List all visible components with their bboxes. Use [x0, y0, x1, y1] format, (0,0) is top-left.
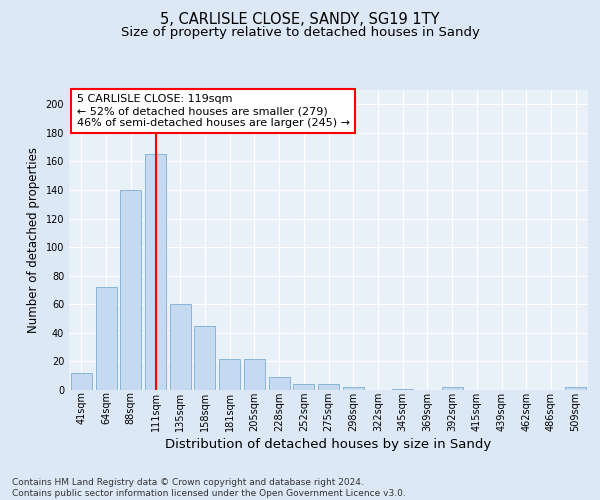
Text: Size of property relative to detached houses in Sandy: Size of property relative to detached ho… [121, 26, 479, 39]
Bar [269, 377, 290, 390]
Text: 5 CARLISLE CLOSE: 119sqm
← 52% of detached houses are smaller (279)
46% of semi-: 5 CARLISLE CLOSE: 119sqm ← 52% of detach… [77, 94, 350, 128]
Bar [194, 326, 215, 390]
Bar [343, 387, 364, 390]
Bar [442, 387, 463, 390]
X-axis label: Distribution of detached houses by size in Sandy: Distribution of detached houses by size … [166, 438, 491, 451]
Bar [318, 384, 339, 390]
Bar [145, 154, 166, 390]
Bar [95, 287, 116, 390]
Bar [244, 358, 265, 390]
Bar [293, 384, 314, 390]
Bar [565, 387, 586, 390]
Text: 5, CARLISLE CLOSE, SANDY, SG19 1TY: 5, CARLISLE CLOSE, SANDY, SG19 1TY [160, 12, 440, 28]
Bar [120, 190, 141, 390]
Bar [71, 373, 92, 390]
Bar [219, 358, 240, 390]
Text: Contains HM Land Registry data © Crown copyright and database right 2024.
Contai: Contains HM Land Registry data © Crown c… [12, 478, 406, 498]
Y-axis label: Number of detached properties: Number of detached properties [27, 147, 40, 333]
Bar [170, 304, 191, 390]
Bar [392, 388, 413, 390]
